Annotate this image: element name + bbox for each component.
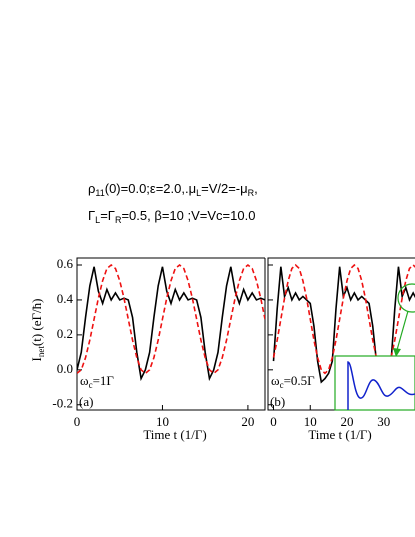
x-tick-label: 30 — [377, 414, 390, 429]
x-tick-label: 10 — [304, 414, 317, 429]
inset-curve — [347, 361, 415, 410]
annotation: ΓL=ΓR=0.5, β=10 ;V=Vc=10.0 — [88, 208, 255, 225]
annotation: ρ11(0)=0.0;ε=2.0,.μL=V/2=-μR, — [88, 181, 258, 198]
y-tick-label: 0.2 — [57, 326, 73, 341]
x-tick-label: 20 — [241, 414, 254, 429]
text-part: =0.5, β=10 ;V=Vc=10.0 — [121, 208, 255, 223]
series-line — [272, 263, 415, 375]
text-part: , — [254, 181, 258, 196]
series-line — [77, 266, 265, 382]
y-tick-label: 0.0 — [57, 361, 73, 376]
subscript: R — [248, 188, 255, 198]
subscript: L — [196, 188, 201, 198]
zoom-circle — [397, 283, 415, 313]
panel: 0 10 20 30 Time t (1/Γ) (b) ωc=0.5Γ — [267, 257, 415, 442]
text-part: ω — [271, 373, 280, 388]
series-line — [77, 263, 265, 375]
omega-label: ωc=0.5Γ — [271, 373, 315, 390]
text-part: ω — [80, 373, 89, 388]
text-part: ρ — [88, 181, 95, 196]
omega-label: ωc=1Γ — [80, 373, 114, 390]
zoom-arrow — [396, 310, 409, 351]
y-tick-label: -0.2 — [52, 396, 73, 411]
y-axis-title: Inet(t) (eΓ/ħ) — [29, 299, 46, 362]
inset-decoration — [334, 283, 415, 411]
arrow-head — [393, 348, 401, 357]
text-part: (0)=0.0;ε=2.0,.μ — [105, 181, 196, 196]
x-tick-label: 0 — [270, 414, 277, 429]
series-line — [272, 266, 415, 384]
text-part: =Γ — [100, 208, 115, 223]
subscript: c — [89, 380, 93, 390]
subscript: c — [280, 380, 284, 390]
x-tick-label: 10 — [156, 414, 169, 429]
text-part: =1Γ — [93, 373, 115, 388]
panel-label: (b) — [270, 394, 285, 409]
inset-box — [334, 355, 415, 411]
subscript: 11 — [95, 188, 104, 198]
panel: -0.2 0.0 0.2 0.4 0.6 0 10 20 Time t (1/Γ) Inet(t)… — [29, 256, 266, 442]
y-tick-label: 0.6 — [57, 256, 74, 271]
panel-label: (a) — [79, 394, 93, 409]
subscript: L — [95, 215, 100, 225]
subscript: net — [36, 346, 46, 357]
x-axis-title: Time t (1/Γ) — [143, 427, 206, 442]
text-part: Γ — [88, 208, 95, 223]
y-tick-label: 0.4 — [57, 291, 74, 306]
text-part: I — [29, 357, 44, 361]
text-part: (t) (eΓ/ħ) — [29, 299, 44, 347]
x-tick-label: 20 — [341, 414, 354, 429]
subscript: R — [115, 215, 122, 225]
text-part: =V/2=-μ — [201, 181, 248, 196]
x-tick-label: 0 — [74, 414, 81, 429]
text-part: =0.5Γ — [284, 373, 316, 388]
x-axis-title: Time t (1/Γ) — [308, 427, 371, 442]
